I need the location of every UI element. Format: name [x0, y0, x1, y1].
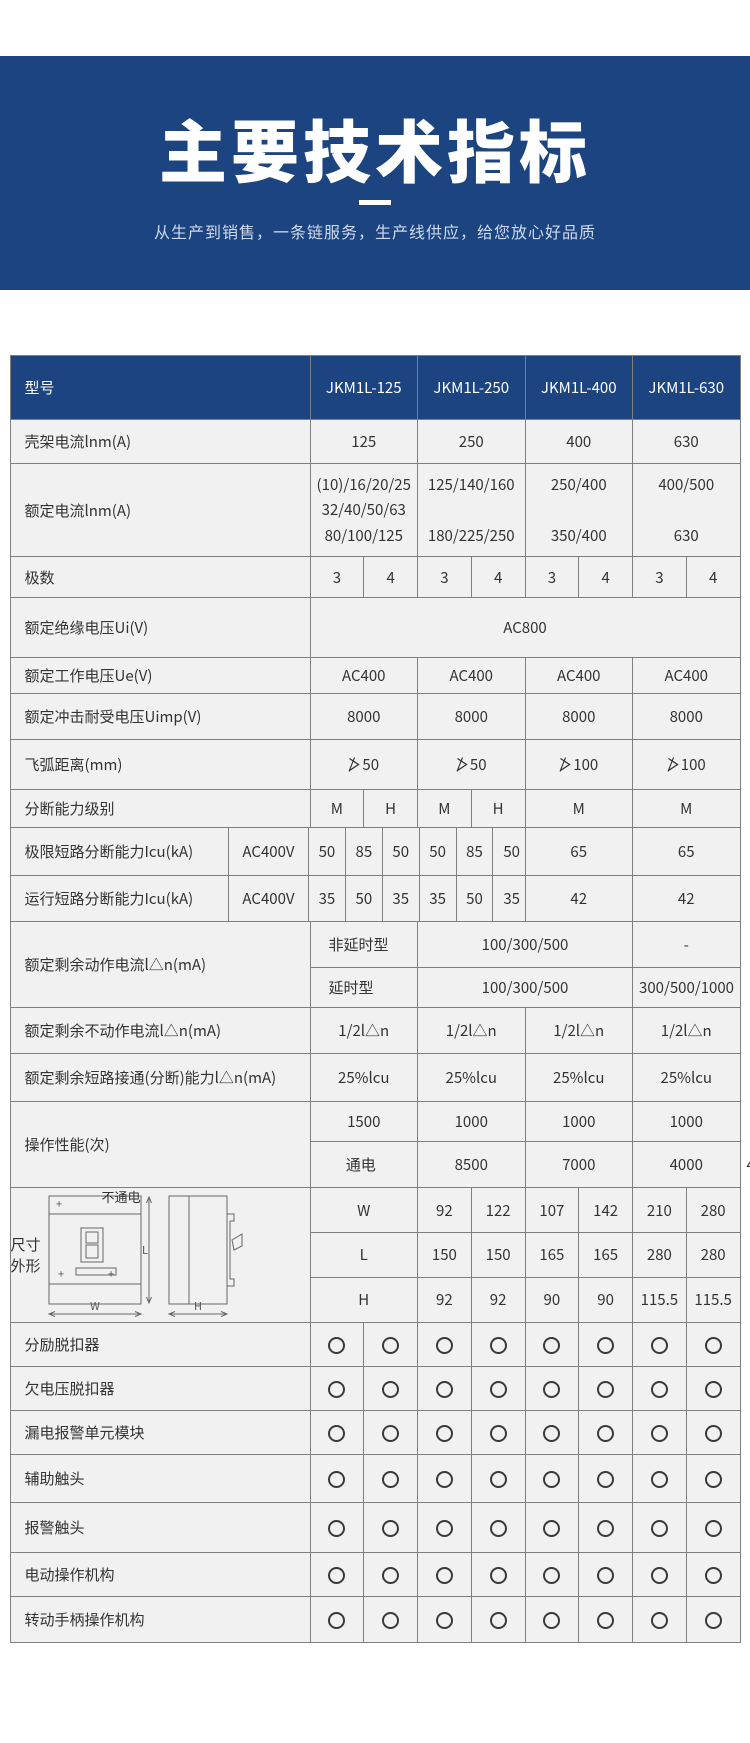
svg-text:+: +: [57, 1266, 63, 1282]
svg-text:W: W: [90, 1298, 100, 1314]
svg-text:L: L: [142, 1242, 148, 1258]
svg-text:不通电: 不通电: [101, 1188, 140, 1206]
svg-text:+: +: [55, 1196, 61, 1212]
svg-text:H: H: [193, 1298, 201, 1314]
